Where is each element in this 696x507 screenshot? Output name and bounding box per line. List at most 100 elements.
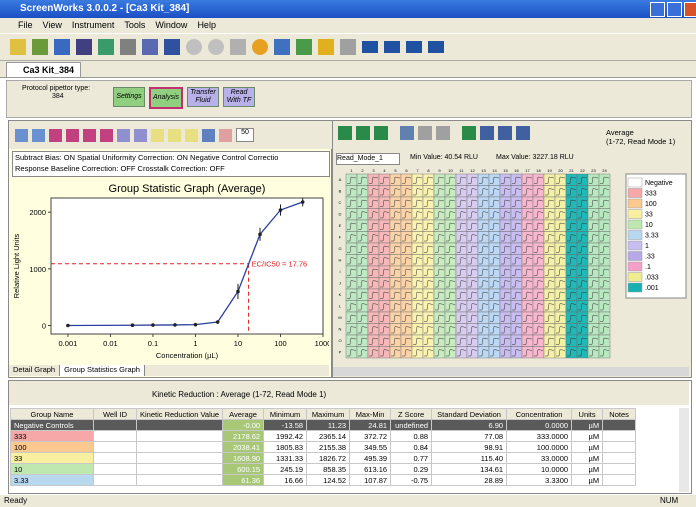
- tool-icon[interactable]: [516, 126, 530, 140]
- v-scrollbar[interactable]: [679, 408, 689, 492]
- well-trace: [567, 234, 577, 242]
- tool-icon[interactable]: [185, 128, 198, 142]
- tab[interactable]: Detail Graph: [9, 365, 61, 376]
- menu-item[interactable]: View: [42, 20, 62, 30]
- well-trace: [424, 349, 434, 357]
- well-trace: [391, 257, 401, 265]
- step-button[interactable]: Read With TF: [223, 87, 255, 107]
- tool-icon[interactable]: [318, 39, 334, 55]
- tool-icon[interactable]: [406, 41, 422, 53]
- y-axis-label: Relative Light Units: [12, 233, 21, 298]
- well: [532, 265, 545, 278]
- tool-icon[interactable]: [362, 41, 378, 53]
- well-trace: [380, 303, 390, 311]
- tool-icon[interactable]: [151, 128, 164, 142]
- h-scrollbar[interactable]: [333, 367, 689, 376]
- tool-icon[interactable]: [117, 128, 130, 142]
- table-cell: 2178.62: [222, 430, 265, 442]
- tool-icon[interactable]: [10, 39, 26, 55]
- tool-icon[interactable]: [66, 128, 79, 142]
- table-cell: 2038.41: [222, 441, 265, 453]
- legend-swatch: [627, 230, 643, 240]
- well: [576, 231, 589, 244]
- tool-icon[interactable]: [208, 39, 224, 55]
- document-tab[interactable]: Ca3 Kit_384: [6, 62, 82, 77]
- tool-icon[interactable]: [340, 39, 356, 55]
- tool-icon[interactable]: [296, 39, 312, 55]
- step-button[interactable]: Analysis: [149, 87, 183, 109]
- menu-item[interactable]: Instrument: [71, 20, 115, 30]
- table-row[interactable]: 33 1608.90 1331.33 1826.72 495.39 0.77 115.40 3…: [10, 452, 637, 464]
- well: [356, 311, 369, 324]
- row-label: J: [339, 281, 341, 286]
- tool-icon[interactable]: [168, 128, 181, 142]
- tool-icon[interactable]: [274, 39, 290, 55]
- step-button[interactable]: Transfer Fluid: [187, 87, 219, 107]
- menu-item[interactable]: Tools: [124, 20, 146, 30]
- tool-icon[interactable]: [32, 39, 48, 55]
- tool-icon[interactable]: [374, 126, 388, 140]
- table-cell: 16.66: [263, 474, 308, 486]
- tool-icon[interactable]: [83, 128, 96, 142]
- step-button[interactable]: Settings: [113, 87, 145, 107]
- well-trace: [534, 188, 544, 196]
- tool-icon[interactable]: [436, 126, 450, 140]
- well: [444, 208, 457, 221]
- tool-icon[interactable]: [230, 39, 246, 55]
- well-trace: [413, 234, 423, 242]
- tool-icon[interactable]: [49, 128, 62, 142]
- well: [477, 185, 490, 198]
- tool-icon[interactable]: [32, 128, 45, 142]
- x-tick-label: 0.001: [59, 339, 78, 348]
- table-row[interactable]: 333 2178.62 1992.42 2365.14 372.72 0.88 77.08 3…: [10, 430, 637, 442]
- well: [367, 300, 380, 313]
- menu-item[interactable]: Window: [155, 20, 188, 30]
- tool-icon[interactable]: [98, 39, 114, 55]
- well-trace: [391, 280, 401, 288]
- well: [587, 346, 600, 359]
- menu-item[interactable]: File: [18, 20, 33, 30]
- window-controls[interactable]: [650, 2, 696, 17]
- tool-icon[interactable]: [480, 126, 494, 140]
- tool-icon[interactable]: [400, 126, 414, 140]
- well-trace: [545, 222, 555, 230]
- menu-item[interactable]: Help: [197, 20, 216, 30]
- tool-icon[interactable]: [120, 39, 136, 55]
- tool-icon[interactable]: [356, 126, 370, 140]
- tool-icon[interactable]: [134, 128, 147, 142]
- minimize[interactable]: [650, 2, 665, 17]
- tool-icon[interactable]: [202, 128, 215, 142]
- tool-icon[interactable]: [142, 39, 158, 55]
- tool-icon[interactable]: [100, 128, 113, 142]
- tool-icon[interactable]: [428, 41, 444, 53]
- tool-icon[interactable]: [15, 128, 28, 142]
- tool-icon[interactable]: [186, 39, 202, 55]
- well-trace: [435, 291, 445, 299]
- tab[interactable]: Group Statistics Graph: [60, 365, 145, 376]
- tool-icon[interactable]: [54, 39, 70, 55]
- tool-icon[interactable]: [219, 128, 232, 142]
- tool-icon[interactable]: [252, 39, 268, 55]
- well-trace: [556, 234, 566, 242]
- read-mode-select[interactable]: Read_Mode_1: [336, 153, 400, 165]
- table-row[interactable]: Negative Controls -0.00 -13.58 11.23 24.81 un…: [10, 419, 637, 431]
- table-cell: 3.33: [10, 474, 94, 486]
- well-trace: [534, 211, 544, 219]
- maximize[interactable]: [667, 2, 682, 17]
- well-trace: [545, 257, 555, 265]
- tool-icon[interactable]: [462, 126, 476, 140]
- table-row[interactable]: 10 600.15 245.19 858.35 613.16 0.29 134.61 10.0…: [10, 463, 637, 475]
- well: [499, 346, 512, 359]
- well: [433, 196, 446, 209]
- table-row[interactable]: 100 2038.41 1805.83 2155.38 349.55 0.84 98.91 1…: [10, 441, 637, 453]
- tool-icon[interactable]: [418, 126, 432, 140]
- tool-icon[interactable]: [384, 41, 400, 53]
- table-row[interactable]: 3.33 61.36 16.66 124.52 107.87 -0.75 28.89 3.33…: [10, 474, 637, 486]
- row-label: L: [339, 304, 342, 309]
- tool-icon[interactable]: [76, 39, 92, 55]
- zoom-field[interactable]: 50: [236, 128, 254, 142]
- close[interactable]: [684, 2, 696, 17]
- tool-icon[interactable]: [164, 39, 180, 55]
- tool-icon[interactable]: [498, 126, 512, 140]
- tool-icon[interactable]: [338, 126, 352, 140]
